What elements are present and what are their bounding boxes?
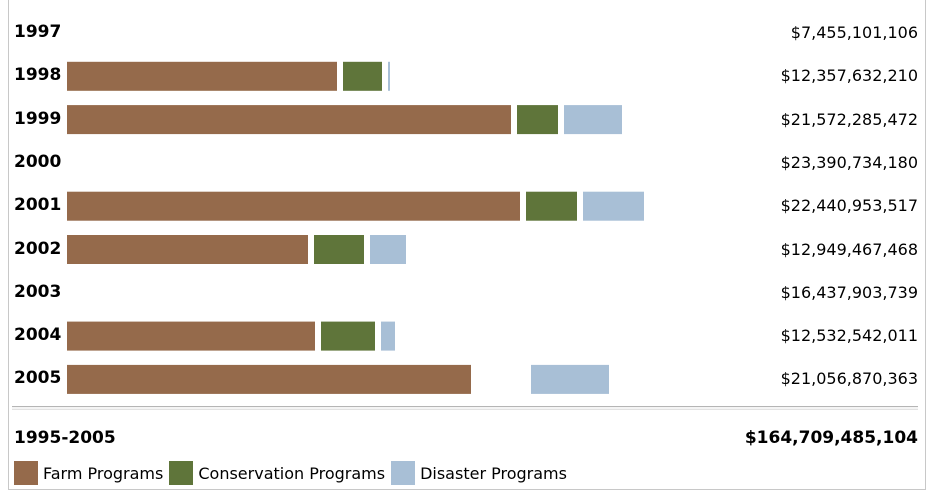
chart-frame: [8, 0, 926, 490]
row-total-2004: $12,532,542,011: [780, 326, 918, 346]
row-total-2002: $12,949,467,468: [780, 239, 918, 259]
total-amount: $164,709,485,104: [744, 428, 918, 448]
year-label-2002: 2002: [14, 238, 62, 259]
bar-disaster-2004: [381, 321, 395, 351]
bar-disaster-1998: [388, 61, 390, 91]
row-total-2001: $22,440,953,517: [780, 196, 918, 216]
year-label-1999: 1999: [14, 108, 62, 129]
row-total-1999: $21,572,285,472: [780, 109, 918, 129]
legend-swatch-conservation: [169, 461, 194, 485]
year-label-2005: 2005: [14, 368, 62, 389]
bar-conservation-2004: [321, 321, 375, 351]
legend-item-conservation: Conservation Programs: [169, 461, 385, 485]
bar-disaster-2005: [531, 364, 609, 394]
bar-conservation-1999: [517, 105, 558, 135]
row-total-1998: $12,357,632,210: [780, 66, 918, 86]
legend-label-conservation: Conservation Programs: [198, 463, 386, 483]
bar-disaster-2002: [370, 235, 406, 264]
total-divider: [12, 406, 918, 410]
legend-label-farm: Farm Programs: [43, 463, 164, 483]
bar-farm-2002: [67, 235, 308, 264]
legend: Farm Programs Conservation Programs Disa…: [14, 460, 573, 486]
legend-swatch-disaster: [391, 461, 416, 485]
legend-item-disaster: Disaster Programs: [391, 461, 567, 485]
bar-conservation-1998: [343, 61, 382, 91]
year-label-1998: 1998: [14, 65, 62, 86]
row-total-2005: $21,056,870,363: [780, 369, 918, 389]
legend-swatch-farm: [14, 461, 38, 485]
bar-conservation-2002: [314, 235, 364, 264]
year-label-2001: 2001: [14, 195, 62, 216]
bar-farm-2004: [67, 321, 315, 351]
row-total-2000: $23,390,734,180: [780, 152, 918, 172]
legend-item-farm: Farm Programs: [14, 461, 163, 485]
bar-farm-1999: [67, 105, 511, 135]
year-label-2000: 2000: [14, 151, 62, 172]
row-total-2003: $16,437,903,739: [780, 282, 918, 302]
year-label-1997: 1997: [14, 22, 62, 42]
year-label-2003: 2003: [14, 281, 62, 302]
year-label-2004: 2004: [14, 325, 62, 346]
bar-disaster-2001: [583, 191, 644, 221]
bar-conservation-2001: [526, 191, 577, 221]
bar-farm-1998: [67, 61, 337, 91]
legend-label-disaster: Disaster Programs: [420, 463, 567, 483]
bar-farm-2005: [67, 364, 471, 394]
bar-farm-2001: [67, 191, 520, 221]
total-period-label: 1995-2005: [14, 428, 116, 448]
row-total-1997: $7,455,101,106: [790, 23, 918, 42]
bar-disaster-1999: [564, 105, 622, 135]
